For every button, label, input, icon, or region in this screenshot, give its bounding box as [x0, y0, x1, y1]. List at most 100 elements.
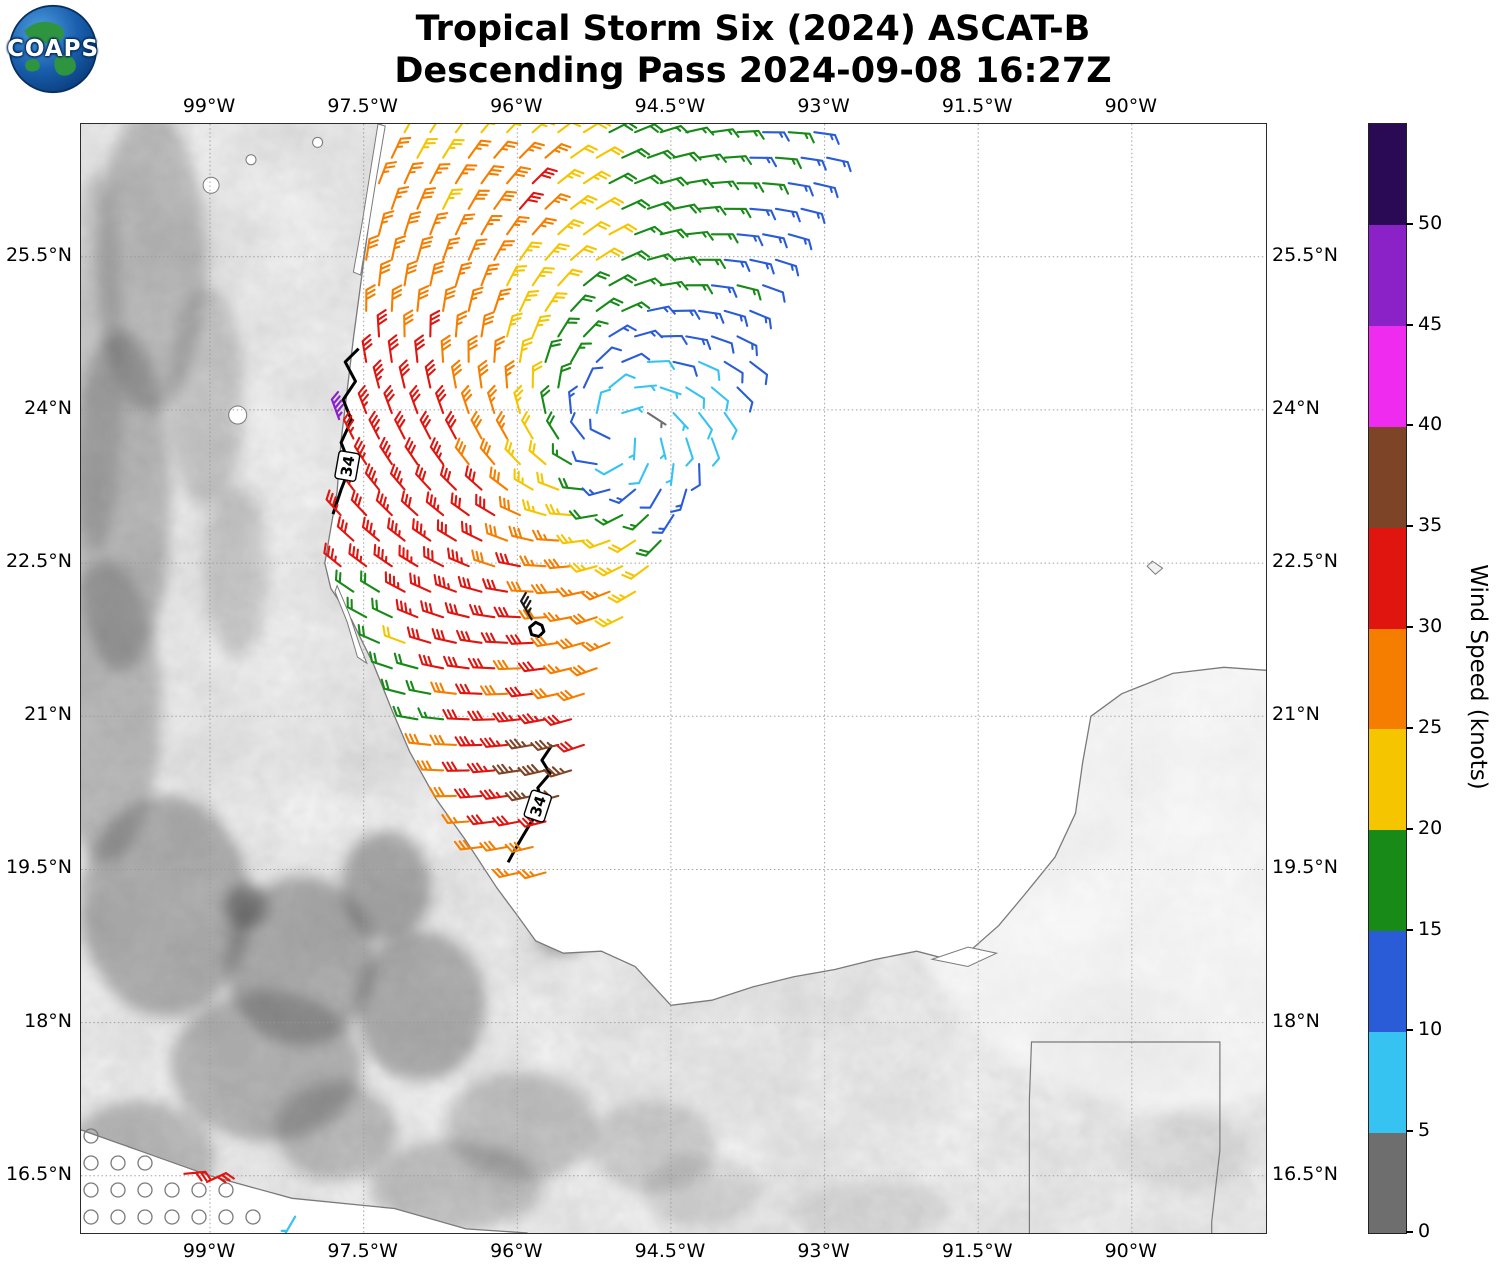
wind-barb	[762, 284, 786, 303]
wind-barb	[543, 766, 573, 778]
wind-barb	[480, 311, 495, 338]
wind-barb	[360, 570, 381, 593]
wind-barb	[439, 464, 457, 491]
wind-barb	[508, 525, 534, 542]
wind-barb	[416, 236, 434, 261]
x-tick-label-top: 91.5°W	[941, 95, 1013, 117]
colorbar-tickmark	[1406, 323, 1413, 326]
wind-barb	[659, 437, 667, 460]
wind-barb	[405, 679, 432, 695]
wind-barb	[621, 352, 651, 363]
colorbar-tick-label: 5	[1418, 1119, 1431, 1142]
wind-barb	[389, 463, 406, 491]
wind-barb	[493, 288, 512, 312]
lake	[312, 136, 324, 148]
wind-barb	[440, 334, 452, 363]
wind-barb	[414, 334, 425, 363]
wind-barb	[480, 685, 509, 696]
wind-barb	[749, 258, 775, 275]
lake	[245, 154, 257, 166]
wind-barb	[409, 384, 421, 415]
wind-barb	[530, 739, 560, 751]
wind-barb	[582, 124, 612, 134]
wind-barb	[375, 490, 393, 517]
wind-barb	[736, 335, 758, 357]
wind-barb	[568, 562, 598, 573]
wind-barb	[685, 437, 694, 467]
wind-barb	[531, 360, 543, 389]
wind-barb	[672, 256, 702, 266]
wind-barb	[467, 286, 484, 312]
wind-barb	[466, 814, 496, 826]
wind-barb	[698, 411, 713, 440]
wind-barb	[518, 608, 547, 620]
wind-barb	[607, 539, 637, 554]
wind-barb	[429, 437, 445, 466]
wind-barb	[513, 384, 524, 415]
wind-barb	[531, 266, 555, 287]
wind-barb	[536, 471, 560, 491]
wind-barb	[749, 360, 769, 386]
wind-barb	[416, 760, 445, 772]
colorbar-tickmark	[1406, 1231, 1413, 1233]
wind-barb	[557, 317, 580, 338]
wind-barb	[646, 359, 676, 371]
lake	[228, 405, 248, 425]
x-tick-label-bottom: 94.5°W	[634, 1240, 706, 1262]
wind-barb	[723, 207, 752, 219]
wind-barb	[467, 710, 496, 721]
lagoon	[334, 584, 368, 665]
wind-barb	[454, 213, 476, 236]
wind-barb	[621, 199, 651, 210]
wind-barb	[442, 285, 457, 312]
wind-barb	[555, 638, 585, 650]
wind-barb	[736, 233, 764, 247]
wind-radius-34kt-contour	[528, 620, 546, 639]
country-border	[1028, 1041, 1221, 1233]
wind-barb	[384, 571, 406, 593]
wind-barb	[608, 223, 638, 236]
wind-barb	[608, 373, 636, 389]
wind-barb	[813, 131, 840, 145]
wind-barb	[420, 600, 445, 619]
wind-barb	[595, 388, 612, 415]
wind-barb	[570, 245, 598, 261]
wind-barb	[685, 335, 712, 351]
wind-barb	[634, 174, 664, 185]
wind-barb	[530, 636, 560, 648]
y-tick-label-right: 25.5°N	[1272, 243, 1339, 266]
logo-label: COAPS	[6, 36, 100, 62]
wind-barb	[570, 342, 593, 363]
wind-barb	[736, 386, 754, 413]
colorbar-tick-label: 35	[1418, 514, 1443, 537]
wind-barb	[350, 489, 368, 517]
wind-barb	[521, 499, 547, 517]
wind-barb	[429, 309, 441, 338]
wind-barb	[568, 613, 598, 625]
wind-barb	[698, 360, 721, 382]
wind-barb	[454, 437, 470, 466]
x-tick-label-top: 90°W	[1104, 95, 1158, 117]
wind-barb	[543, 558, 573, 570]
wind-barb	[475, 493, 496, 517]
wind-barb	[685, 284, 714, 295]
wind-barb	[498, 495, 521, 517]
wind-barb	[710, 437, 721, 467]
x-tick-label-top: 97.5°W	[327, 95, 398, 117]
wind-barb	[672, 203, 702, 214]
wind-barb	[390, 186, 410, 210]
wind-barb	[513, 468, 534, 491]
wind-barb-outlier	[183, 1170, 212, 1182]
wind-barb	[518, 241, 543, 261]
wind-barb	[505, 634, 534, 645]
wind-barb	[479, 840, 509, 852]
wind-barb	[480, 124, 496, 134]
wind-barb	[517, 661, 547, 673]
wind-barb	[404, 732, 432, 746]
y-tick-label-right: 22.5°N	[1272, 550, 1339, 573]
y-tick-label-right: 16.5°N	[1272, 1162, 1339, 1185]
wind-barb	[634, 384, 658, 392]
y-tick-label-left: 16.5°N	[5, 1162, 72, 1185]
wind-barb	[442, 138, 465, 159]
